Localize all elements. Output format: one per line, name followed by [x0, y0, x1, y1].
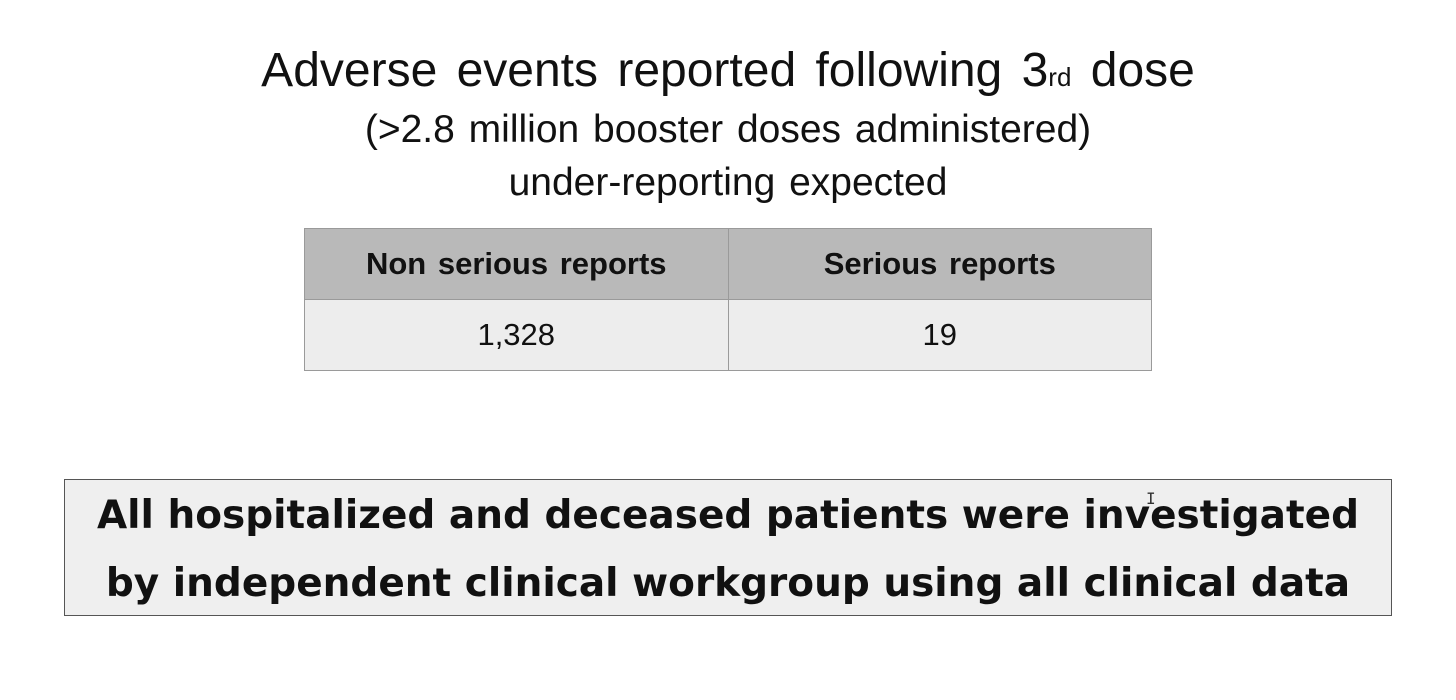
slide-subtitle-note: under-reporting expected: [508, 161, 948, 204]
table-row: 1,328 19: [304, 299, 1152, 371]
cell-non-serious-count: 1,328: [304, 299, 729, 371]
title-superscript: rd: [1048, 62, 1072, 92]
header-serious-reports: Serious reports: [727, 228, 1152, 300]
slide-subtitle: (>2.8 million booster doses administered…: [364, 108, 1092, 151]
note-line-2: by independent clinical workgroup using …: [105, 561, 1351, 606]
header-non-serious-reports: Non serious reports: [304, 228, 729, 300]
title-text: Adverse events reported following 3: [261, 44, 1049, 97]
note-line-1: All hospitalized and deceased patients w…: [97, 493, 1359, 538]
title-text-end: dose: [1071, 44, 1195, 97]
table-header-row: Non serious reports Serious reports: [304, 228, 1152, 300]
reports-table: Non serious reports Serious reports 1,32…: [304, 228, 1152, 371]
text-cursor-icon: I: [1146, 489, 1156, 508]
cell-serious-count: 19: [727, 299, 1152, 371]
investigation-note-box: All hospitalized and deceased patients w…: [64, 479, 1392, 616]
slide-title: Adverse events reported following 3rd do…: [0, 42, 1456, 100]
